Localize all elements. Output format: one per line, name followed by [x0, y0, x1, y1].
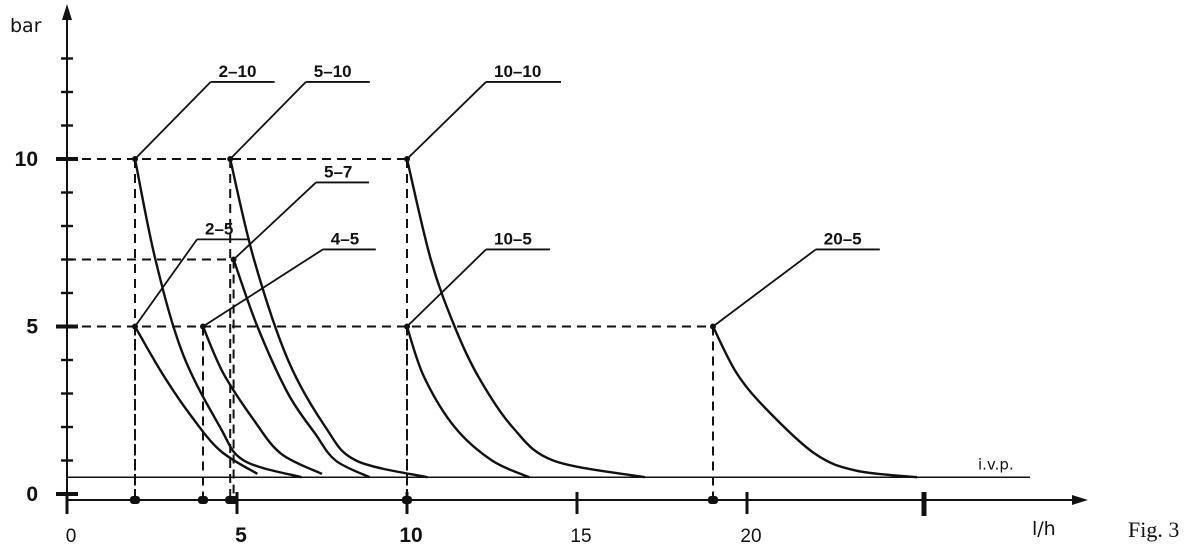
- x-marker-2: [130, 496, 140, 504]
- curve-20-5: [711, 325, 918, 479]
- y-tick-label-5: 5: [26, 316, 38, 339]
- curve-label-10-10: 10–10: [494, 62, 541, 81]
- curve-5-10: [229, 158, 428, 479]
- curve-label-4-5: 4–5: [331, 229, 359, 248]
- x-tick-label-15: 15: [570, 526, 591, 547]
- curve-labels: 2–10 2–5 5–10 5–7 4–5 10–10 10–5 20–5: [205, 62, 862, 249]
- curve-2-10: [133, 158, 302, 479]
- y-axis-arrow: [62, 4, 72, 20]
- figure-caption: Fig. 3: [1128, 517, 1179, 542]
- x-tick-label-20: 20: [740, 526, 761, 547]
- curve-label-10-5: 10–5: [494, 229, 532, 248]
- reference-line-label-0: i.v.p.: [978, 455, 1014, 473]
- x-marker-4.9: [228, 496, 239, 504]
- x-axis-label: l/h: [1032, 518, 1056, 540]
- label-leaders: [134, 81, 880, 328]
- curve-2-5: [133, 325, 259, 475]
- leader-10-5: [406, 248, 487, 328]
- curve-5-7: [232, 259, 371, 479]
- ticks: 0 5 10 0 5 10 15 20: [15, 57, 927, 547]
- y-tick-label-10: 10: [15, 148, 38, 171]
- curve-label-2-5: 2–5: [205, 219, 233, 238]
- curves: [133, 158, 918, 479]
- leader-5-7: [232, 181, 317, 261]
- x-tick-label-5: 5: [235, 524, 247, 547]
- curve-10-10: [405, 158, 646, 479]
- leader-4-5: [202, 248, 324, 328]
- y-axis-label: bar: [10, 15, 42, 37]
- leader-20-5: [712, 248, 817, 328]
- leader-2-5: [134, 238, 198, 328]
- leader-10-10: [406, 81, 487, 160]
- curve-label-2-10: 2–10: [219, 62, 257, 81]
- leader-2-10: [134, 81, 212, 160]
- x-tick-label-0: 0: [66, 526, 77, 547]
- x-axis-arrow: [1072, 495, 1088, 505]
- curve-label-20-5: 20–5: [824, 229, 862, 248]
- x-tick-label-10: 10: [399, 524, 422, 547]
- reference-line-group: i.v.p.: [67, 455, 1030, 479]
- y-tick-label-0: 0: [26, 483, 38, 506]
- leader-5-10: [229, 81, 307, 160]
- curve-4-5: [201, 326, 323, 475]
- curve-10-5: [405, 326, 530, 479]
- x-marker-4: [198, 496, 208, 504]
- curve-label-5-10: 5–10: [314, 62, 352, 81]
- x-marker-10: [402, 496, 412, 504]
- curve-label-5-7: 5–7: [324, 162, 352, 181]
- dashed-guides: [67, 156, 716, 500]
- x-marker-19: [708, 496, 718, 504]
